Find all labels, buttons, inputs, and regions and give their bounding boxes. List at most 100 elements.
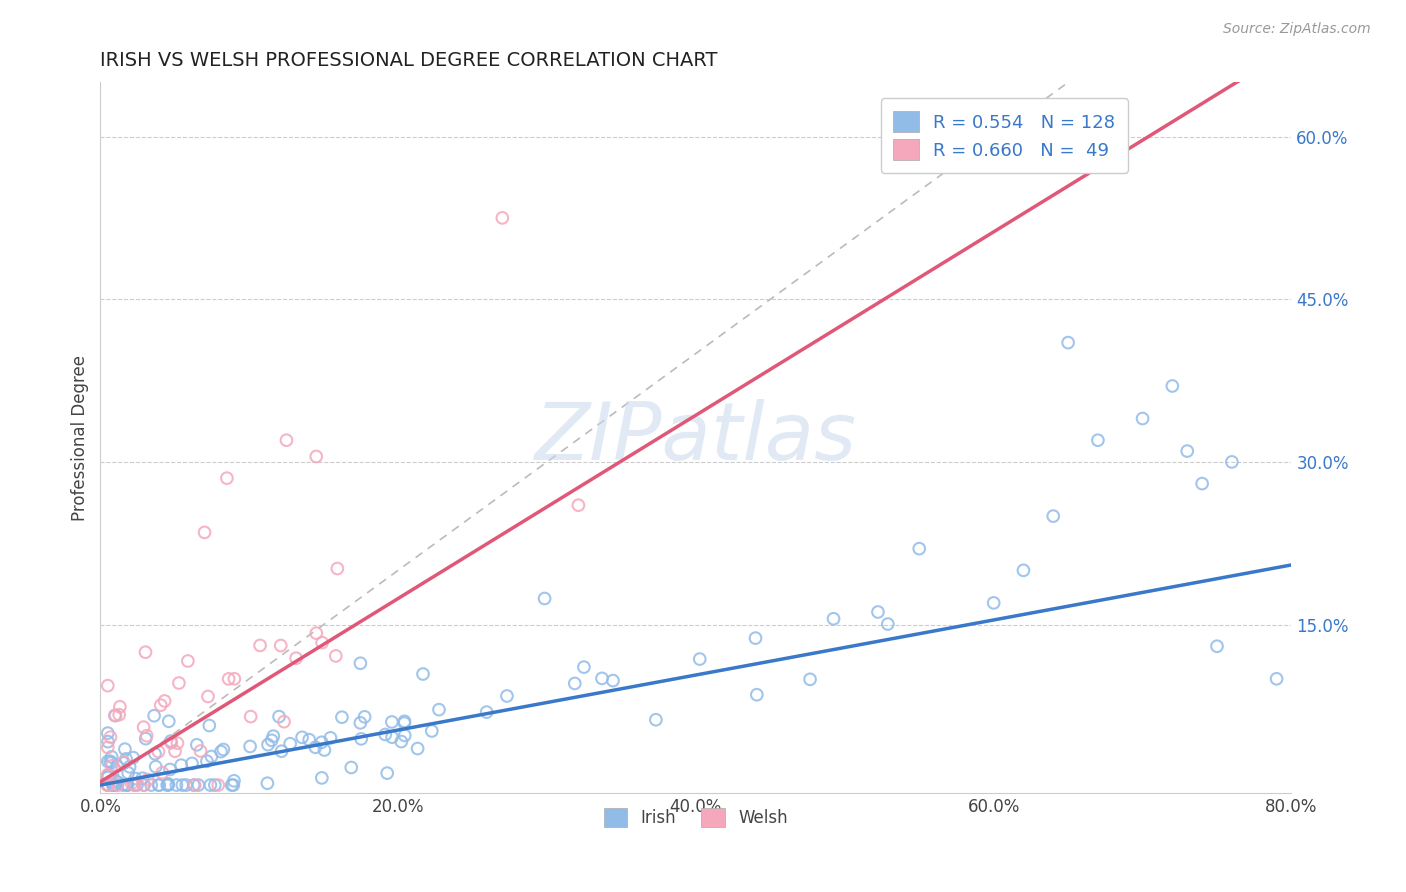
Point (104, 778, 127, 792)
Point (172, 778, 194, 792)
Point (187, 778, 209, 792)
Point (222, 778, 245, 792)
Point (200, 778, 222, 792)
Point (117, 778, 139, 792)
Point (124, 772, 146, 786)
Point (427, 703, 450, 717)
Y-axis label: Professional Degree: Professional Degree (72, 354, 89, 521)
Point (1012, 563, 1035, 577)
Point (381, 730, 404, 744)
Point (311, 771, 333, 785)
Legend: Irish, Welsh: Irish, Welsh (598, 801, 794, 834)
Point (100, 756, 122, 770)
Point (381, 714, 404, 729)
Point (159, 734, 181, 748)
Point (122, 750, 145, 764)
Point (330, 710, 353, 724)
Point (105, 759, 128, 773)
Point (349, 657, 371, 671)
Point (305, 626, 328, 640)
Point (157, 778, 180, 792)
Point (100, 730, 122, 744)
Point (159, 763, 181, 777)
Point (183, 778, 205, 792)
Point (204, 778, 226, 792)
Point (394, 716, 416, 731)
Point (149, 698, 172, 713)
Point (260, 733, 283, 747)
Point (124, 778, 146, 792)
Point (101, 778, 124, 792)
Point (97, 770, 120, 784)
Point (100, 749, 122, 764)
Point (97, 726, 120, 740)
Point (145, 759, 167, 773)
Point (143, 747, 166, 761)
Point (291, 731, 314, 745)
Point (215, 471, 238, 485)
Point (602, 673, 624, 688)
Point (108, 707, 131, 722)
Point (305, 450, 328, 464)
Point (194, 525, 217, 540)
Point (326, 561, 349, 575)
Point (105, 778, 128, 792)
Point (319, 731, 342, 745)
Point (394, 729, 416, 743)
Point (115, 752, 138, 766)
Point (270, 639, 292, 653)
Point (131, 771, 153, 785)
Point (224, 672, 246, 686)
Point (567, 498, 589, 512)
Point (112, 756, 135, 770)
Point (353, 710, 375, 724)
Point (118, 760, 141, 774)
Point (195, 754, 218, 768)
Point (475, 705, 498, 719)
Point (156, 778, 179, 792)
Point (104, 708, 127, 723)
Point (166, 736, 188, 750)
Point (496, 689, 519, 703)
Point (136, 772, 159, 787)
Point (278, 737, 301, 751)
Point (239, 709, 262, 723)
Point (689, 652, 711, 666)
Point (97, 778, 120, 792)
Point (389, 734, 412, 748)
Point (198, 718, 221, 732)
Point (644, 713, 666, 727)
Point (103, 778, 125, 792)
Point (311, 635, 333, 649)
Point (262, 729, 284, 743)
Point (270, 744, 292, 758)
Point (314, 743, 336, 757)
Point (1087, 434, 1109, 448)
Point (104, 708, 127, 723)
Point (273, 714, 295, 729)
Point (866, 605, 889, 619)
Point (160, 736, 183, 750)
Point (197, 690, 219, 704)
Point (150, 765, 173, 780)
Point (212, 742, 235, 756)
Point (148, 778, 170, 792)
Point (572, 660, 595, 674)
Point (340, 760, 363, 774)
Point (125, 778, 148, 792)
Point (375, 766, 398, 780)
Point (143, 708, 166, 723)
Point (325, 648, 347, 663)
Point (97, 778, 120, 792)
Point (350, 731, 373, 746)
Point (908, 541, 931, 556)
Point (304, 740, 326, 755)
Point (285, 651, 308, 665)
Point (200, 749, 222, 764)
Point (876, 617, 898, 632)
Point (209, 745, 232, 759)
Point (257, 738, 280, 752)
Point (157, 714, 180, 729)
Point (170, 758, 193, 772)
Point (163, 744, 186, 758)
